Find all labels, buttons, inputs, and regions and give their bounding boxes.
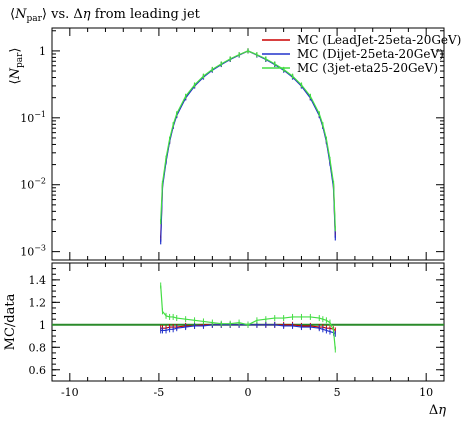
- x-axis-label: Δη: [429, 403, 446, 418]
- x-tick-label: -5: [154, 386, 165, 399]
- x-ticks: -10 -5 0 5 10: [51, 28, 445, 399]
- main-y-tick-label: 1: [39, 45, 46, 58]
- legend-label: MC (Dijet-25eta-20GeV): [297, 47, 444, 61]
- ratio-y-tick-label: 1.2: [29, 296, 47, 309]
- ratio-y-axis-label: MC/data: [3, 293, 18, 350]
- ratio-y-tick-label: 1: [39, 319, 46, 332]
- chart-title: ⟨Npar⟩ vs. Δη from leading jet: [10, 7, 201, 24]
- x-tick-label: -10: [61, 386, 79, 399]
- ratio-series-group: [160, 282, 336, 353]
- main-y-tick-label: 10−3: [20, 244, 46, 259]
- legend-label: MC (LeadJet-25eta-20GeV): [297, 33, 461, 47]
- series-0-line: [160, 50, 336, 239]
- x-tick-label: 0: [245, 386, 252, 399]
- series-1-line: [160, 50, 336, 242]
- ratio-y-tick-label: 1.4: [29, 274, 47, 287]
- x-tick-label: 5: [334, 386, 341, 399]
- main-y-tick-label: 10−1: [20, 110, 46, 125]
- legend-label: MC (3jet-eta25-20GeV): [297, 61, 438, 75]
- series-2-ratio-line: [160, 285, 336, 350]
- main-series-group: [160, 48, 336, 245]
- main-y-ticks: 1 10−1 10−2 10−3: [20, 30, 444, 259]
- ratio-y-tick-label: 0.8: [29, 341, 47, 354]
- main-y-axis-label: ⟨Npar⟩: [8, 48, 25, 85]
- main-y-tick-label: 10−2: [20, 177, 46, 192]
- legend: MC (LeadJet-25eta-20GeV)MC (Dijet-25eta-…: [262, 33, 461, 75]
- x-tick-label: 10: [419, 386, 433, 399]
- series-2-line: [160, 50, 336, 229]
- ratio-y-tick-label: 0.6: [29, 364, 47, 377]
